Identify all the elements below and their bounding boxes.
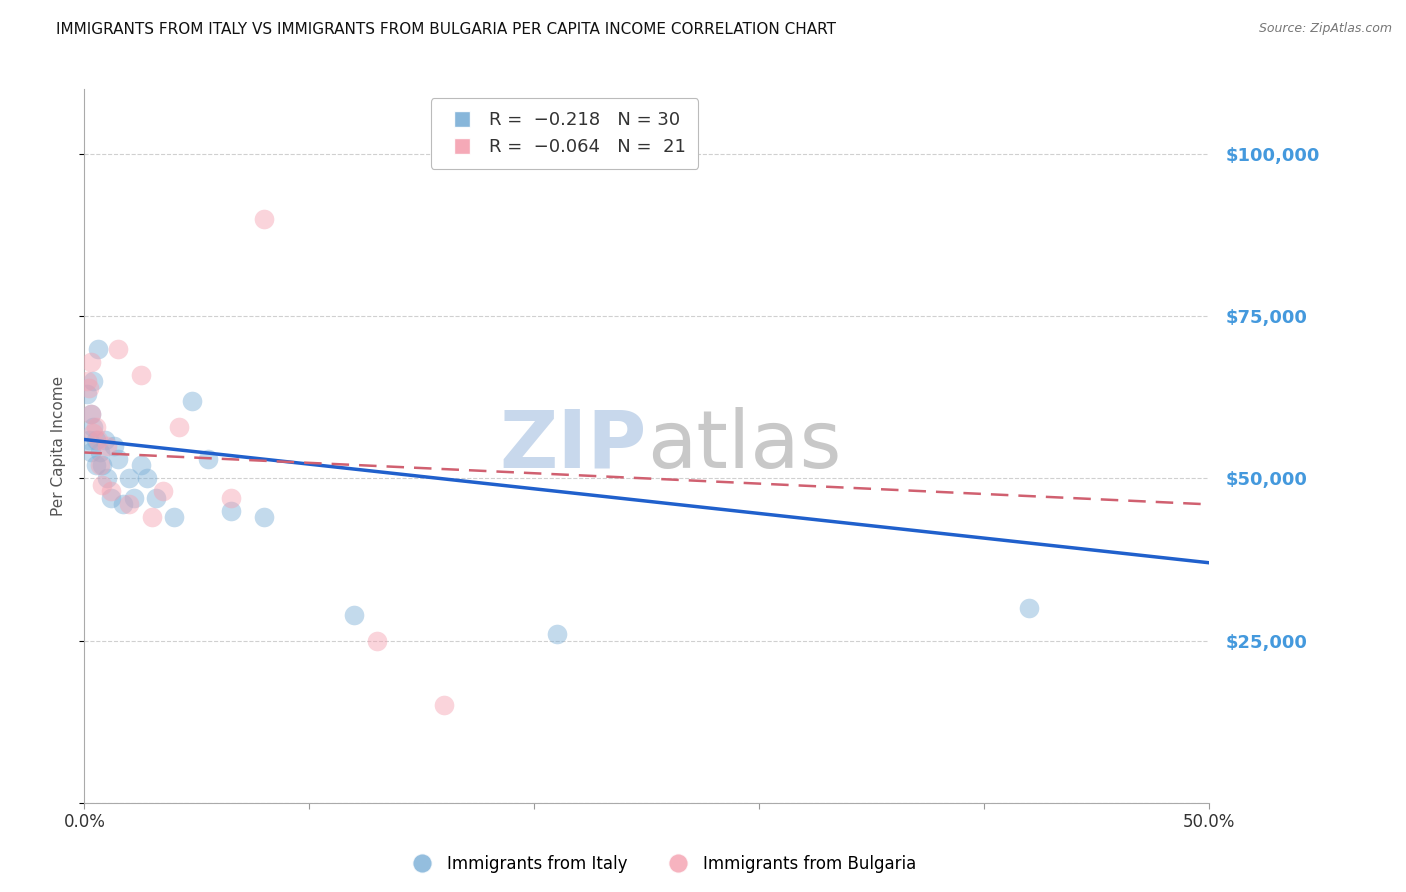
Point bbox=[87, 342, 110, 356]
Point bbox=[152, 484, 174, 499]
Point bbox=[122, 491, 145, 505]
Point bbox=[84, 433, 107, 447]
Point bbox=[93, 433, 115, 447]
Point bbox=[253, 510, 276, 524]
Point bbox=[80, 407, 103, 421]
Point bbox=[111, 497, 134, 511]
Point bbox=[100, 484, 122, 499]
Point bbox=[103, 439, 125, 453]
Point bbox=[129, 368, 152, 382]
Point bbox=[546, 627, 568, 641]
Point bbox=[343, 607, 366, 622]
Point bbox=[145, 491, 167, 505]
Point bbox=[91, 478, 114, 492]
Point bbox=[181, 393, 204, 408]
Point bbox=[107, 342, 129, 356]
Point bbox=[107, 452, 129, 467]
Text: IMMIGRANTS FROM ITALY VS IMMIGRANTS FROM BULGARIA PER CAPITA INCOME CORRELATION : IMMIGRANTS FROM ITALY VS IMMIGRANTS FROM… bbox=[56, 22, 837, 37]
Point bbox=[91, 458, 114, 473]
Y-axis label: Per Capita Income: Per Capita Income bbox=[51, 376, 66, 516]
Point bbox=[76, 374, 98, 388]
Point bbox=[118, 497, 141, 511]
Legend: R =  −0.218   N = 30, R =  −0.064   N =  21: R = −0.218 N = 30, R = −0.064 N = 21 bbox=[430, 98, 699, 169]
Point bbox=[82, 425, 104, 440]
Point bbox=[129, 458, 152, 473]
Point bbox=[80, 407, 103, 421]
Point bbox=[82, 374, 104, 388]
Point bbox=[366, 633, 388, 648]
Point bbox=[77, 381, 100, 395]
Point bbox=[76, 387, 98, 401]
Point bbox=[433, 698, 456, 713]
Point bbox=[197, 452, 219, 467]
Point bbox=[1018, 601, 1040, 615]
Point bbox=[89, 458, 111, 473]
Point bbox=[96, 439, 118, 453]
Point bbox=[82, 419, 104, 434]
Point bbox=[80, 445, 103, 459]
Point bbox=[118, 471, 141, 485]
Point bbox=[167, 419, 190, 434]
Point bbox=[163, 510, 186, 524]
Text: Source: ZipAtlas.com: Source: ZipAtlas.com bbox=[1258, 22, 1392, 36]
Point bbox=[87, 433, 110, 447]
Legend: Immigrants from Italy, Immigrants from Bulgaria: Immigrants from Italy, Immigrants from B… bbox=[399, 848, 922, 880]
Point bbox=[136, 471, 159, 485]
Point bbox=[219, 491, 242, 505]
Point bbox=[141, 510, 163, 524]
Text: ZIP: ZIP bbox=[499, 407, 647, 485]
Point bbox=[77, 433, 100, 447]
Point bbox=[219, 504, 242, 518]
Point bbox=[253, 211, 276, 226]
Point bbox=[84, 458, 107, 473]
Point bbox=[96, 471, 118, 485]
Point bbox=[80, 354, 103, 368]
Point bbox=[100, 491, 122, 505]
Point bbox=[84, 419, 107, 434]
Text: atlas: atlas bbox=[647, 407, 841, 485]
Point bbox=[89, 445, 111, 459]
